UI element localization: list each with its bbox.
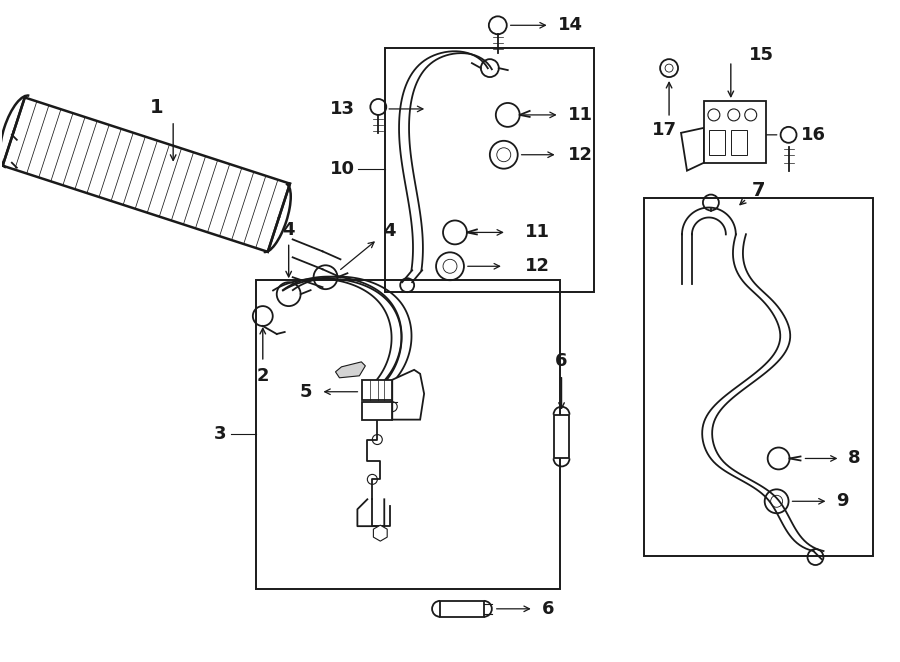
- Text: 1: 1: [149, 99, 163, 117]
- Text: 8: 8: [849, 449, 861, 467]
- Text: 5: 5: [300, 383, 312, 401]
- Text: 13: 13: [330, 100, 356, 118]
- Polygon shape: [336, 362, 365, 378]
- Text: 4: 4: [383, 222, 396, 240]
- Text: 16: 16: [800, 126, 825, 144]
- Text: 4: 4: [283, 221, 295, 240]
- Polygon shape: [392, 370, 424, 420]
- Text: 6: 6: [555, 352, 568, 370]
- Polygon shape: [3, 97, 290, 252]
- Bar: [709, 130, 725, 155]
- Bar: [704, 101, 766, 163]
- Text: 6: 6: [542, 600, 554, 618]
- Bar: [363, 402, 392, 420]
- Text: 14: 14: [557, 17, 582, 34]
- Polygon shape: [554, 414, 570, 459]
- Polygon shape: [681, 128, 704, 171]
- Text: 17: 17: [652, 121, 677, 139]
- Polygon shape: [374, 525, 387, 541]
- Text: 12: 12: [525, 258, 550, 275]
- Text: 11: 11: [568, 106, 592, 124]
- Text: 9: 9: [836, 493, 849, 510]
- Text: 7: 7: [752, 181, 765, 200]
- Bar: [385, 48, 594, 292]
- Bar: [363, 380, 392, 400]
- Polygon shape: [440, 601, 484, 617]
- Bar: [644, 197, 873, 556]
- Text: 12: 12: [568, 146, 592, 164]
- Text: 11: 11: [525, 223, 550, 242]
- Text: 10: 10: [330, 160, 356, 177]
- Text: 2: 2: [256, 367, 269, 385]
- Bar: [731, 130, 747, 155]
- Text: 15: 15: [749, 46, 774, 64]
- Bar: [256, 280, 560, 589]
- Text: 3: 3: [213, 424, 226, 443]
